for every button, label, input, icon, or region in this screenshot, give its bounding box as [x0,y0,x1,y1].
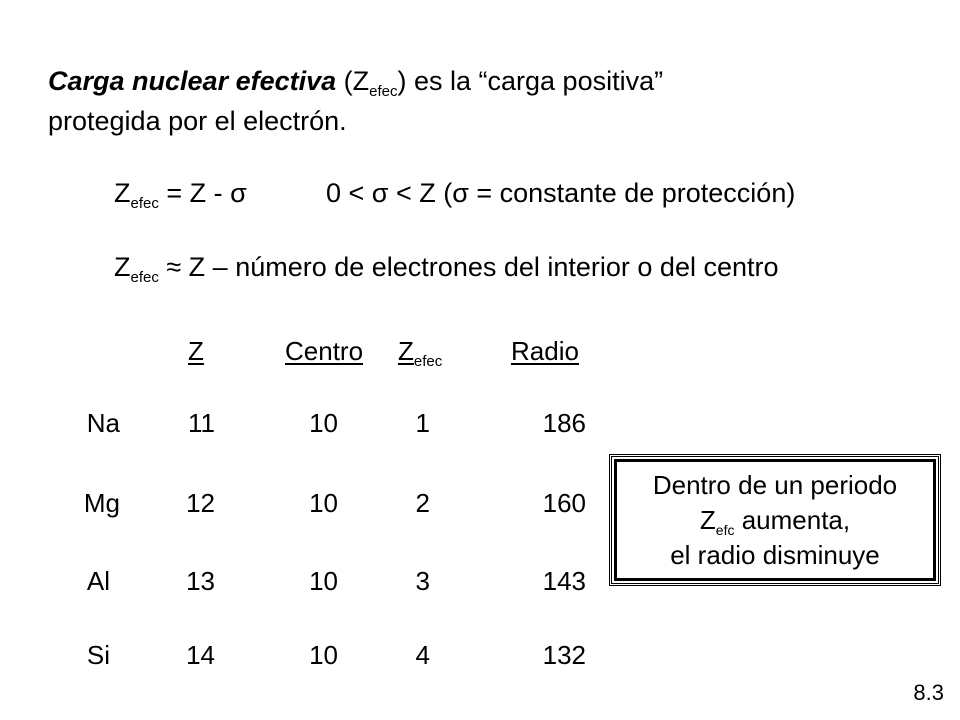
element-symbol: Al [86,566,110,596]
callout-line-3: el radio disminuye [670,539,880,570]
header-zefec-main: Z [398,336,414,366]
radius-value: 143 [542,566,586,596]
formula-sigma-constraint: 0 < σ < Z (σ = constante de protección) [326,178,796,208]
formula1-z: Z [114,178,131,208]
core-electrons: 10 [309,566,338,596]
definition-rest: ) es la “carga positiva” [397,66,664,96]
element-symbol: Mg [83,488,120,518]
zefec-value: 4 [415,640,430,670]
trend-callout-box: Dentro de un periodo Zefc aumenta, el ra… [609,454,941,586]
formula-zefec-equation: Zefec = Z - σ [114,178,247,212]
slide-number: 8.3 [913,680,944,705]
zefec-value: 2 [415,488,430,518]
zefec-value: 3 [415,566,430,596]
callout-line-2: Zefc aumenta, [700,503,850,538]
callout-subscript: efc [715,521,735,538]
atomic-number: 11 [188,408,215,438]
radius-value: 186 [542,408,586,438]
header-zefec-subscript: efec [413,353,443,370]
callout-rest: aumenta, [734,504,851,535]
formula2-subscript: efec [130,269,159,286]
formula-zefec-approx: Zefec ≈ Z – número de electrones del int… [114,252,779,286]
definition-line-1: Carga nuclear efectiva (Zefec) es la “ca… [48,66,664,100]
header-centro: Centro [285,336,364,366]
trend-callout-inner: Dentro de un periodo Zefc aumenta, el ra… [614,459,936,581]
formula2-z: Z [114,252,131,282]
atomic-number: 14 [186,640,215,670]
callout-line-1: Dentro de un periodo [652,469,898,500]
core-electrons: 10 [309,488,338,518]
definition-term: Carga nuclear efectiva [48,66,337,96]
definition-open: (Z [343,66,370,96]
atomic-number: 13 [186,566,215,596]
element-symbol: Na [86,408,120,438]
radius-value: 132 [542,640,586,670]
header-radio: Radio [511,336,579,366]
element-symbol: Si [86,640,110,670]
formula1-eq: = Z - σ [158,178,247,208]
zefec-value: 1 [415,408,430,438]
core-electrons: 10 [309,640,338,670]
definition-line-2: protegida por el electrón. [48,106,347,136]
header-zefec: Zefec [398,336,443,370]
header-z: Z [188,336,204,366]
radius-value: 160 [542,488,586,518]
atomic-number: 12 [186,488,215,518]
definition-term-subscript: efec [369,83,398,100]
formula2-text: ≈ Z – número de electrones del interior … [158,252,779,282]
callout-z: Z [699,504,716,535]
formula1-subscript: efec [130,195,159,212]
core-electrons: 10 [309,408,338,438]
